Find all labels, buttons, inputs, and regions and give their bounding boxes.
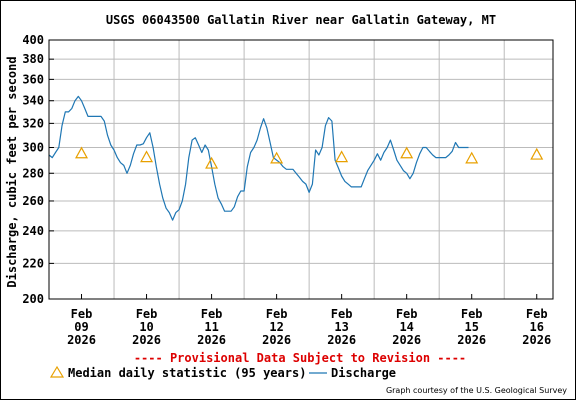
legend: Median daily statistic (95 years) Discha…: [49, 365, 396, 380]
x-tick-label: 2026: [327, 333, 356, 347]
legend-median-label: Median daily statistic (95 years): [68, 366, 306, 380]
y-tick-label: 340: [22, 94, 44, 108]
x-tick-label: Feb: [136, 307, 158, 321]
x-tick-label: 2026: [262, 333, 291, 347]
grid-lines: [49, 39, 553, 300]
x-tick-label: 15: [464, 320, 478, 334]
x-tick-label: Feb: [331, 307, 353, 321]
x-tick-label: 16: [530, 320, 544, 334]
median-point: [270, 151, 284, 164]
x-tick-label: 2026: [392, 333, 421, 347]
x-tick-label: 2026: [197, 333, 226, 347]
discharge-series-line: [48, 95, 469, 221]
y-tick-label: 200: [22, 292, 44, 306]
x-tick-label: 2026: [67, 333, 96, 347]
x-tick-labels: Feb092026Feb102026Feb112026Feb122026Feb1…: [67, 307, 551, 347]
plot-border: [48, 39, 554, 300]
x-tick-label: 09: [74, 320, 88, 334]
x-tick-label: 2026: [132, 333, 161, 347]
y-tick-label: 380: [22, 52, 44, 66]
median-point: [530, 147, 544, 160]
y-tick-label: 240: [22, 224, 44, 238]
y-tick-label: 280: [22, 166, 44, 180]
legend-median-marker: [49, 365, 65, 378]
median-point: [75, 146, 89, 159]
y-tick-label: 300: [22, 140, 44, 154]
x-tick-label: 14: [399, 320, 413, 334]
credit-text: Graph courtesy of the U.S. Geological Su…: [386, 386, 567, 395]
median-point: [140, 150, 154, 163]
x-tick-label: 10: [139, 320, 153, 334]
median-point: [335, 150, 349, 163]
chart-title: USGS 06043500 Gallatin River near Gallat…: [106, 13, 496, 27]
x-tick-label: Feb: [201, 307, 223, 321]
y-tick-label: 320: [22, 116, 44, 130]
y-tick-labels: 200 220 240 260 280 300 320 340 360 380 400: [22, 33, 44, 306]
x-tick-label: 11: [204, 320, 218, 334]
y-tick-label: 400: [22, 33, 44, 47]
x-tick-label: 12: [269, 320, 283, 334]
median-point: [400, 146, 414, 159]
x-tick-label: Feb: [461, 307, 483, 321]
y-axis-label: Discharge, cubic feet per second: [5, 56, 19, 287]
y-tick-label: 220: [22, 256, 44, 270]
x-tick-label: Feb: [266, 307, 288, 321]
median-point: [465, 151, 479, 164]
x-tick-label: 13: [334, 320, 348, 334]
median-point: [205, 156, 219, 169]
y-tick-label: 260: [22, 194, 44, 208]
provisional-notice: ---- Provisional Data Subject to Revisio…: [134, 351, 466, 365]
series-layer: [48, 95, 544, 221]
x-tick-label: Feb: [71, 307, 93, 321]
x-tick-label: 2026: [457, 333, 486, 347]
legend-discharge-label: Discharge: [331, 366, 396, 380]
x-tick-label: Feb: [526, 307, 548, 321]
y-tick-label: 360: [22, 72, 44, 86]
x-tick-label: Feb: [396, 307, 418, 321]
x-tick-label: 2026: [522, 333, 551, 347]
